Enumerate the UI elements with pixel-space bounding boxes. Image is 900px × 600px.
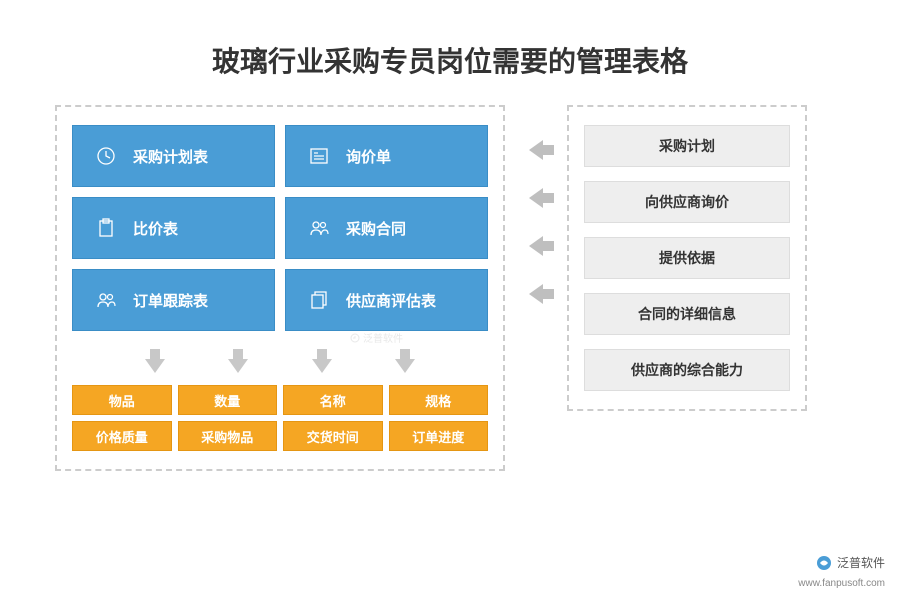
main-container: 采购计划表 询价单 比价表 采购合同 订单跟踪表 供应商评估表 bbox=[0, 105, 900, 471]
people-icon bbox=[95, 289, 117, 311]
brand-logo-icon bbox=[815, 554, 833, 572]
left-arrow-icon bbox=[529, 284, 543, 304]
right-panel: 采购计划 向供应商询价 提供依据 合同的详细信息 供应商的综合能力 bbox=[567, 105, 807, 411]
orange-cell: 交货时间 bbox=[283, 421, 383, 451]
card-label: 订单跟踪表 bbox=[133, 290, 208, 311]
left-arrow-icon bbox=[529, 188, 543, 208]
clipboard-icon bbox=[95, 217, 117, 239]
card-label: 采购合同 bbox=[346, 218, 406, 239]
card-tracking: 订单跟踪表 bbox=[72, 269, 275, 331]
orange-row-2: 价格质量 采购物品 交货时间 订单进度 bbox=[72, 421, 488, 451]
left-arrows-column bbox=[515, 105, 557, 304]
left-arrow-icon bbox=[529, 140, 543, 160]
right-item: 供应商的综合能力 bbox=[584, 349, 790, 391]
orange-cell: 物品 bbox=[72, 385, 172, 415]
right-item: 向供应商询价 bbox=[584, 181, 790, 223]
card-label: 供应商评估表 bbox=[346, 290, 436, 311]
copy-icon bbox=[308, 289, 330, 311]
down-arrow-icon bbox=[395, 359, 415, 373]
orange-cell: 规格 bbox=[389, 385, 489, 415]
blue-card-grid: 采购计划表 询价单 比价表 采购合同 订单跟踪表 供应商评估表 bbox=[72, 125, 488, 331]
left-panel: 采购计划表 询价单 比价表 采购合同 订单跟踪表 供应商评估表 bbox=[55, 105, 505, 471]
down-arrow-icon bbox=[145, 359, 165, 373]
left-arrow-icon bbox=[529, 236, 543, 256]
orange-row-1: 物品 数量 名称 规格 bbox=[72, 385, 488, 415]
card-label: 采购计划表 bbox=[133, 146, 208, 167]
orange-cell: 采购物品 bbox=[178, 421, 278, 451]
down-arrows-row bbox=[72, 359, 488, 373]
orange-cell: 数量 bbox=[178, 385, 278, 415]
right-item: 提供依据 bbox=[584, 237, 790, 279]
brand-footer: 泛普软件 www.fanpusoft.com bbox=[798, 554, 885, 590]
card-compare: 比价表 bbox=[72, 197, 275, 259]
page-title: 玻璃行业采购专员岗位需要的管理表格 bbox=[0, 0, 900, 105]
brand-url: www.fanpusoft.com bbox=[798, 577, 885, 590]
orange-cell: 订单进度 bbox=[389, 421, 489, 451]
form-icon bbox=[308, 145, 330, 167]
right-item: 合同的详细信息 bbox=[584, 293, 790, 335]
people-icon bbox=[308, 217, 330, 239]
orange-cell: 名称 bbox=[283, 385, 383, 415]
card-purchase-plan: 采购计划表 bbox=[72, 125, 275, 187]
card-label: 比价表 bbox=[133, 218, 178, 239]
brand-name: 泛普软件 bbox=[837, 556, 885, 572]
orange-cell: 价格质量 bbox=[72, 421, 172, 451]
brand-logo: 泛普软件 bbox=[815, 554, 885, 572]
clock-icon bbox=[95, 145, 117, 167]
card-inquiry: 询价单 bbox=[285, 125, 488, 187]
down-arrow-icon bbox=[228, 359, 248, 373]
card-label: 询价单 bbox=[346, 146, 391, 167]
card-contract: 采购合同 bbox=[285, 197, 488, 259]
card-evaluation: 供应商评估表 bbox=[285, 269, 488, 331]
right-item: 采购计划 bbox=[584, 125, 790, 167]
down-arrow-icon bbox=[312, 359, 332, 373]
